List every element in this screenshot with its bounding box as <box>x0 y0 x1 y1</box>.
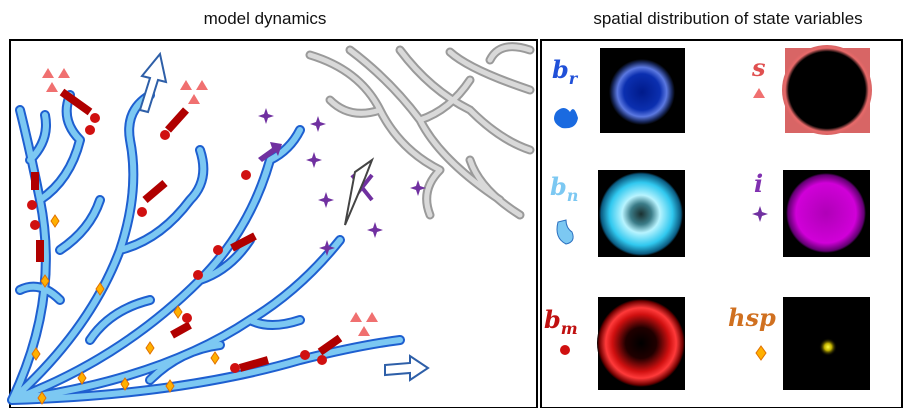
subscript: m <box>561 319 578 338</box>
var-label: i <box>754 169 763 198</box>
symbol: b <box>552 55 569 84</box>
left-title: model dynamics <box>204 9 327 28</box>
right-title: spatial distribution of state variables <box>593 9 862 28</box>
figure: model dynamics spatial distribution of s… <box>0 0 903 408</box>
var-label: s <box>751 53 766 82</box>
state-variable-panel: br s bn i bm hsp <box>541 40 902 408</box>
var-label: hsp <box>728 303 776 332</box>
subscript: n <box>567 186 579 205</box>
model-dynamics-panel <box>10 40 537 408</box>
symbol: b <box>550 172 567 201</box>
symbol: b <box>544 305 561 334</box>
